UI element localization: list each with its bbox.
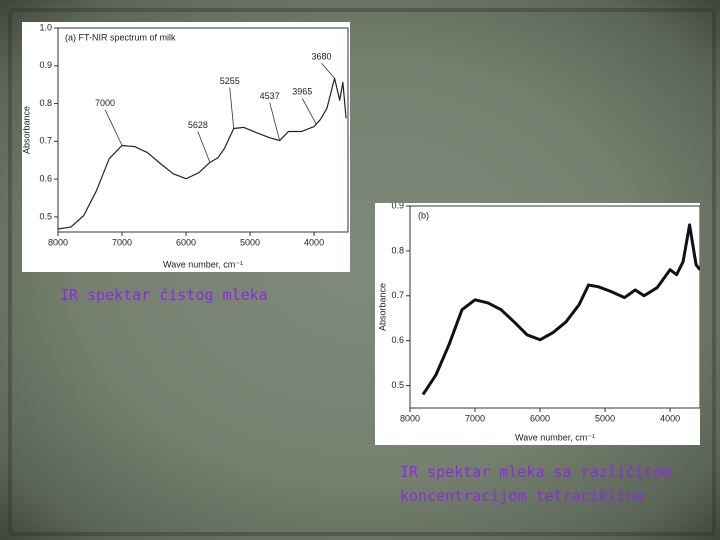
x-axis-label: Wave number, cm⁻¹ xyxy=(163,259,243,269)
y-tick-label: 0.6 xyxy=(391,335,404,345)
annotation-arrow xyxy=(269,102,281,141)
annotation-arrow xyxy=(197,131,211,163)
x-tick-label: 6000 xyxy=(530,413,550,423)
y-tick-label: 0.7 xyxy=(391,290,404,300)
plot-frame xyxy=(409,205,700,409)
y-tick-label: 0.9 xyxy=(39,60,52,70)
x-tick-label: 7000 xyxy=(465,413,485,423)
annotation-label: 3965 xyxy=(292,87,312,97)
chart-title: (b) xyxy=(418,210,429,220)
y-tick-label: 0.5 xyxy=(391,380,404,390)
annotation-label: 5255 xyxy=(220,76,240,86)
caption-line: IR spektar mleka sa različitom xyxy=(400,463,671,481)
chart-b: 8000 7000 6000 5000 4000 0.5 0.6 0.7 0.8 0.9 (b) Wa… xyxy=(375,203,700,445)
spectrum-line xyxy=(57,77,347,230)
x-tick-label: 8000 xyxy=(48,237,68,247)
annotation-label: 7000 xyxy=(95,98,115,108)
caption-line: koncentracijom tetraciklina xyxy=(400,487,644,505)
annotation-arrow xyxy=(229,87,235,129)
caption-line: IR spektar čistog mleka xyxy=(60,286,268,304)
annotation-arrow xyxy=(104,109,123,146)
caption: IR spektar mleka sa različitom koncentra… xyxy=(400,460,671,508)
x-tick-label: 5000 xyxy=(595,413,615,423)
y-tick-label: 1.0 xyxy=(39,22,52,32)
y-axis-label: Absorbance xyxy=(377,283,387,331)
plot-frame xyxy=(57,27,349,233)
x-tick-label: 8000 xyxy=(400,413,420,423)
panel-background xyxy=(22,22,350,272)
y-tick-label: 0.8 xyxy=(39,98,52,108)
caption: IR spektar čistog mleka xyxy=(60,286,268,304)
annotation-label: 4537 xyxy=(260,91,280,101)
spectrum-line xyxy=(421,223,700,396)
annotation-arrow xyxy=(321,62,335,79)
x-tick-label: 7000 xyxy=(112,237,132,247)
y-axis-label: Absorbance xyxy=(22,106,31,154)
y-tick-label: 0.8 xyxy=(391,245,404,255)
x-tick-label: 4000 xyxy=(660,413,680,423)
y-tick-label: 0.7 xyxy=(39,136,52,146)
annotation-arrow xyxy=(301,98,317,125)
x-tick-label: 6000 xyxy=(176,237,196,247)
slide-border xyxy=(8,8,716,536)
y-tick-label: 0.5 xyxy=(39,211,52,221)
x-tick-label: 5000 xyxy=(240,237,260,247)
x-tick-label: 4000 xyxy=(304,237,324,247)
y-tick-label: 0.6 xyxy=(39,173,52,183)
x-axis-label: Wave number, cm⁻¹ xyxy=(515,432,595,442)
y-tick-label: 0.9 xyxy=(391,203,404,210)
panel-background xyxy=(375,203,700,445)
annotation-label: 3680 xyxy=(312,52,332,62)
chart-a: 8000 7000 6000 5000 4000 0.5 0.6 0.7 0.8 0.9 1.0 (a… xyxy=(22,22,350,272)
chart-title: (a) FT-NIR spectrum of milk xyxy=(65,32,176,42)
annotation-label: 5628 xyxy=(188,120,208,130)
